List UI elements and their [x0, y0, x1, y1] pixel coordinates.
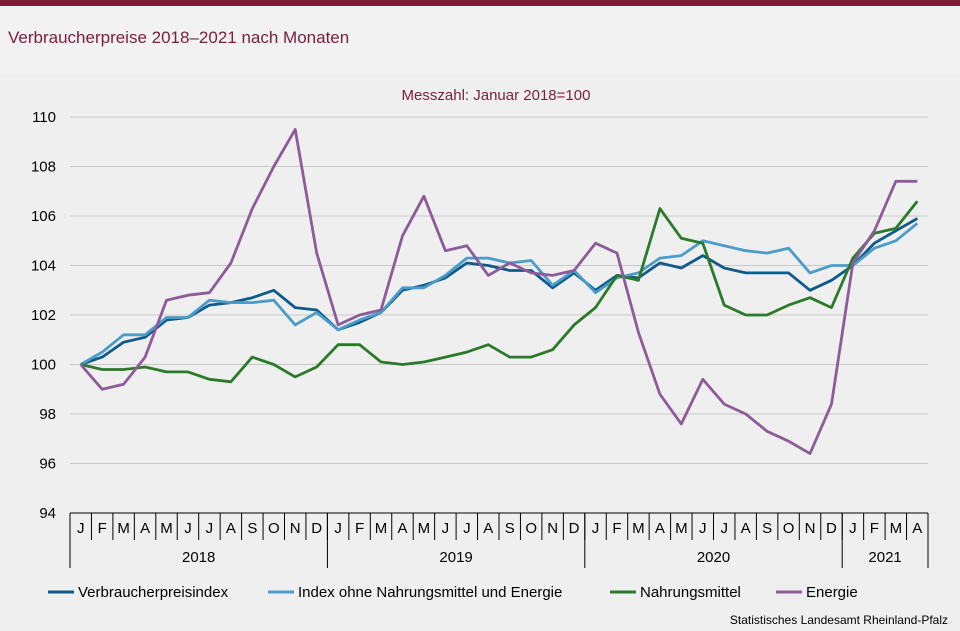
month-label: J	[334, 520, 342, 537]
y-tick-label: 106	[31, 208, 56, 225]
series-line-1	[80, 222, 919, 366]
month-label: M	[375, 520, 388, 537]
month-label: D	[569, 520, 580, 537]
series-line-3	[79, 128, 918, 456]
month-label: J	[442, 520, 450, 537]
month-label: A	[397, 520, 407, 537]
legend-label: Energie	[806, 584, 858, 601]
month-label: F	[355, 520, 364, 537]
month-label: O	[783, 520, 795, 537]
legend-label: Index ohne Nahrungsmittel und Energie	[298, 584, 562, 601]
year-label: 2021	[868, 549, 901, 566]
y-tick-label: 98	[39, 406, 56, 423]
month-label: S	[762, 520, 772, 537]
legend: Verbraucherpreisindex Index ohne Nahrungs…	[48, 584, 858, 601]
month-label: O	[268, 520, 280, 537]
source-note: Statistisches Landesamt Rheinland-Pfalz	[730, 613, 948, 627]
month-label: M	[632, 520, 645, 537]
month-label: N	[805, 520, 816, 537]
legend-label: Verbraucherpreisindex	[78, 584, 229, 601]
month-label: N	[290, 520, 301, 537]
month-label: J	[849, 520, 857, 537]
month-label: A	[741, 520, 751, 537]
header: Verbraucherpreise 2018–2021 nach Monaten	[0, 6, 960, 68]
month-label: J	[720, 520, 728, 537]
chart-panel: Messzahl: Januar 2018=100 94 96 98 100 102 10…	[0, 74, 960, 631]
month-label: F	[98, 520, 107, 537]
month-label: J	[699, 520, 707, 537]
year-label: 2019	[439, 549, 472, 566]
month-label: M	[160, 520, 173, 537]
year-label: 2020	[697, 549, 730, 566]
month-label: M	[675, 520, 688, 537]
month-label: S	[505, 520, 515, 537]
month-label: A	[226, 520, 236, 537]
year-label: 2018	[182, 549, 215, 566]
month-label: M	[418, 520, 431, 537]
month-label: D	[826, 520, 837, 537]
top-accent-bar	[0, 0, 960, 6]
month-label: J	[77, 520, 85, 537]
y-tick-label: 104	[31, 258, 56, 275]
y-tick-label: 108	[31, 159, 56, 176]
y-tick-label: 102	[31, 307, 56, 324]
month-label: J	[592, 520, 600, 537]
month-label: M	[890, 520, 903, 537]
month-label: J	[463, 520, 471, 537]
month-label: A	[140, 520, 150, 537]
y-tick-label: 94	[39, 505, 56, 522]
month-label: J	[206, 520, 214, 537]
chart-subtitle: Messzahl: Januar 2018=100	[402, 87, 591, 104]
y-axis-ticks: 94 96 98 100 102 104 106 108 110	[31, 109, 56, 522]
y-tick-label: 110	[32, 109, 56, 126]
page-title: Verbraucherpreise 2018–2021 nach Monaten	[8, 28, 350, 47]
month-label: F	[870, 520, 879, 537]
series-line-0	[80, 217, 918, 366]
month-label: A	[483, 520, 493, 537]
month-label: F	[612, 520, 621, 537]
series-lines	[79, 128, 919, 456]
legend-label: Nahrungsmittel	[640, 584, 741, 601]
line-chart: Messzahl: Januar 2018=100 94 96 98 100 102 10…	[31, 87, 948, 627]
month-label: A	[912, 520, 922, 537]
y-tick-label: 100	[31, 357, 56, 374]
month-label: O	[525, 520, 537, 537]
month-label: S	[247, 520, 257, 537]
gridlines	[70, 116, 928, 514]
month-label: M	[117, 520, 130, 537]
series-line-2	[80, 200, 919, 384]
month-label: J	[184, 520, 192, 537]
month-label: A	[655, 520, 665, 537]
y-tick-label: 96	[39, 456, 56, 473]
month-label: N	[547, 520, 558, 537]
month-label: D	[311, 520, 322, 537]
